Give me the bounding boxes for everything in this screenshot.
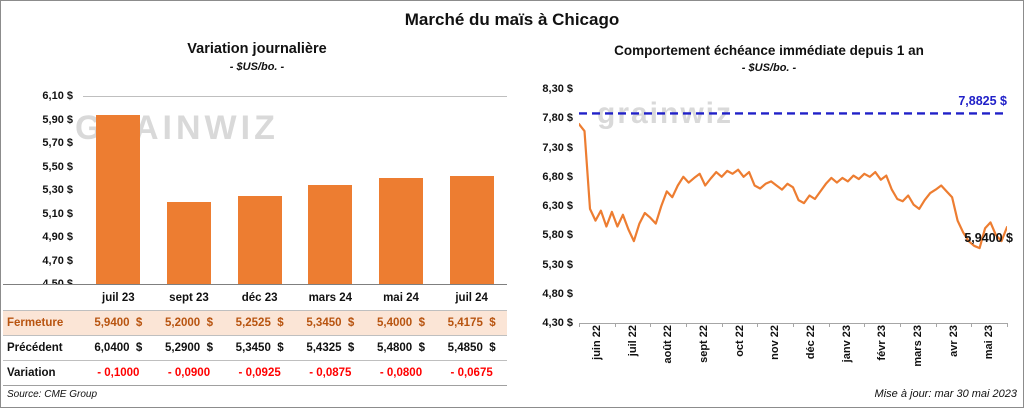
row-label: Précédent bbox=[3, 335, 83, 360]
y-axis-tick-label: 6,30 $ bbox=[542, 200, 573, 212]
y-axis-tick-label: 8,30 $ bbox=[542, 83, 573, 95]
x-axis-tick bbox=[614, 323, 616, 327]
y-axis-tick-label: 7,30 $ bbox=[542, 141, 573, 154]
plot-top-border bbox=[83, 96, 507, 97]
bar-chart-title: Variation journalière bbox=[187, 41, 327, 57]
table-cell: 5,2000 $ bbox=[153, 310, 225, 335]
y-axis-tick-label: 4,70 $ bbox=[42, 254, 73, 267]
y-axis-tick-label: 5,30 $ bbox=[42, 184, 73, 196]
table-cell: 5,2900 $ bbox=[153, 335, 225, 360]
y-axis-tick-label: 7,80 $ bbox=[542, 112, 573, 125]
bar-column bbox=[295, 96, 366, 284]
row-label: Variation bbox=[3, 360, 83, 385]
immediate-maturity-panel: Comportement échéance immédiate depuis 1… bbox=[513, 1, 1023, 407]
reference-price-label: 7,8825 $ bbox=[958, 94, 1007, 108]
y-axis-tick-label: 5,80 $ bbox=[542, 229, 573, 242]
column-header: mai 24 bbox=[383, 291, 419, 304]
bar bbox=[379, 178, 424, 284]
table-cell: - 0,0900 bbox=[153, 360, 225, 385]
daily-variation-panel: Variation journalière - $US/bo. - GRAINW… bbox=[1, 1, 513, 407]
bar-column bbox=[436, 96, 507, 284]
x-axis-tick bbox=[864, 323, 866, 327]
price-table: juil 23 sept 23 déc 23 mars 24 mai 24 juil 24… bbox=[3, 284, 507, 386]
bar-column bbox=[366, 96, 437, 284]
column-header: mars 24 bbox=[308, 291, 353, 304]
column-header: sept 23 bbox=[169, 291, 209, 304]
bar-plot-area bbox=[83, 96, 507, 284]
line-chart-title: Comportement échéance immédiate depuis 1… bbox=[614, 43, 924, 58]
x-axis-tick bbox=[757, 323, 759, 327]
page-title: Marché du maïs à Chicago bbox=[404, 10, 620, 29]
bar-column bbox=[224, 96, 295, 284]
x-axis-tick bbox=[650, 323, 652, 327]
bar bbox=[308, 184, 353, 284]
y-axis-tick-label: 5,30 $ bbox=[542, 258, 573, 271]
table-cell: - 0,0800 bbox=[365, 360, 437, 385]
table-cell: 5,3450 $ bbox=[294, 310, 366, 335]
table-cell: 5,2525 $ bbox=[224, 310, 295, 335]
bar bbox=[96, 114, 141, 284]
x-axis-tick bbox=[793, 323, 794, 327]
y-axis-tick-label: 6,80 $ bbox=[542, 170, 573, 183]
y-axis-tick-label: 4,90 $ bbox=[42, 231, 73, 243]
update-date: Mise à jour: mar 30 mai 2023 bbox=[874, 388, 1017, 400]
x-axis-label: juil 22 bbox=[626, 325, 639, 357]
x-axis-label: janv 23 bbox=[840, 325, 853, 363]
y-axis-tick-label: 6,10 $ bbox=[42, 90, 73, 102]
row-label: Fermeture bbox=[3, 310, 83, 335]
table-cell: - 0,0925 bbox=[224, 360, 295, 385]
x-axis-tick bbox=[579, 323, 580, 327]
price-series-line bbox=[577, 122, 1009, 250]
table-cell: 5,4000 $ bbox=[365, 310, 437, 335]
column-header: déc 23 bbox=[241, 291, 278, 304]
y-axis-tick-label: 5,50 $ bbox=[42, 160, 73, 173]
x-axis-tick bbox=[686, 323, 687, 327]
bar bbox=[167, 201, 211, 284]
y-axis-tick-label: 5,70 $ bbox=[42, 137, 73, 149]
x-axis-label: oct 22 bbox=[733, 325, 746, 357]
bar-column bbox=[83, 96, 154, 284]
bar bbox=[237, 195, 282, 284]
line-y-axis: 8,30 $ 7,80 $ 7,30 $ 6,80 $ 6,30 $ 5,80 $ 5,30… bbox=[513, 83, 573, 329]
x-axis-tick bbox=[900, 323, 901, 327]
bar-column bbox=[154, 96, 225, 284]
x-axis-tick bbox=[828, 323, 830, 327]
table-cell: - 0,0875 bbox=[294, 360, 366, 385]
bar bbox=[449, 176, 494, 284]
x-axis-tick bbox=[971, 323, 973, 327]
x-axis-label: août 22 bbox=[662, 325, 675, 364]
y-axis-tick-label: 5,90 $ bbox=[42, 113, 73, 126]
x-axis-tick bbox=[721, 323, 723, 327]
line-plot-area bbox=[577, 89, 1009, 323]
table-cell: 5,4850 $ bbox=[436, 335, 507, 360]
table-cell: 5,9400 $ bbox=[83, 310, 154, 335]
x-axis-tick bbox=[935, 323, 937, 327]
x-axis-tick bbox=[1007, 323, 1008, 327]
line-chart-svg bbox=[577, 112, 1009, 250]
table-cell: 5,4800 $ bbox=[365, 335, 437, 360]
table-cell: 5,4325 $ bbox=[294, 335, 366, 360]
column-header: juil 24 bbox=[455, 291, 488, 304]
table-cell: - 0,0675 bbox=[436, 360, 507, 385]
table-corner-cell bbox=[3, 285, 83, 310]
line-chart-subtitle: - $US/bo. - bbox=[741, 62, 797, 74]
table-cell: 5,3450 $ bbox=[224, 335, 295, 360]
table-cell: 6,0400 $ bbox=[83, 335, 154, 360]
column-header: juil 23 bbox=[102, 291, 135, 304]
x-axis-label: juin 22 bbox=[590, 325, 603, 360]
bar-chart-subtitle: - $US/bo. - bbox=[229, 61, 285, 73]
bar-y-axis: 6,10 $ 5,90 $ 5,70 $ 5,50 $ 5,30 $ 5,10 $ 4,90… bbox=[1, 90, 73, 290]
x-axis-label: nov 22 bbox=[769, 325, 782, 360]
last-price-label: 5,9400 $ bbox=[964, 231, 1013, 245]
x-axis-label: déc 22 bbox=[804, 325, 817, 360]
y-axis-tick-label: 5,10 $ bbox=[42, 207, 73, 220]
table-cell: 5,4175 $ bbox=[436, 310, 507, 335]
y-axis-tick-label: 4,80 $ bbox=[542, 287, 573, 300]
x-axis-label: sept 22 bbox=[697, 325, 710, 363]
source-note: Source: CME Group bbox=[7, 389, 98, 400]
y-axis-tick-label: 4,30 $ bbox=[542, 317, 573, 329]
table-cell: - 0,1000 bbox=[83, 360, 154, 385]
